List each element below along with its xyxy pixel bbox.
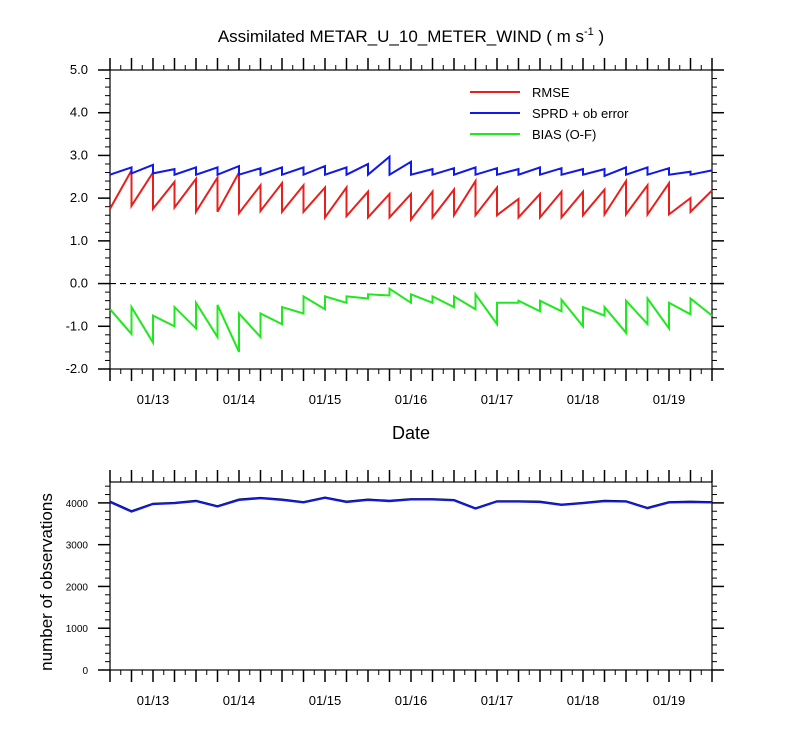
x-tick-label: 01/13	[137, 392, 170, 407]
x-tick-label: 01/16	[395, 392, 428, 407]
x-tick-label: 01/14	[223, 693, 256, 708]
y-tick-label: -2.0	[66, 361, 88, 376]
bottom-panel: 01/13 01/14 01/15 01/16 01/17 01/18 01/19 0 1000…	[37, 470, 724, 708]
series-line-bias-o-f	[109, 286, 713, 353]
y-tick-label: 3.0	[70, 147, 88, 162]
y-tick-label: 0.0	[70, 276, 88, 291]
y-tick-label: 2.0	[70, 190, 88, 205]
x-tick-label: 01/17	[481, 693, 514, 708]
x-tick-label: 01/19	[653, 693, 686, 708]
x-tick-label: 01/13	[137, 693, 170, 708]
y-tick-label: 2000	[66, 582, 89, 593]
y-tick-label: -1.0	[66, 318, 88, 333]
y-tick-label: 3000	[66, 541, 89, 552]
legend-label: SPRD + ob error	[532, 106, 629, 121]
y-axis-label: number of observations	[37, 493, 56, 671]
legend-label: BIAS (O-F)	[532, 127, 596, 142]
series-line-rmse	[109, 166, 713, 223]
y-tick-label: 1.0	[70, 233, 88, 248]
legend-label: RMSE	[532, 85, 570, 100]
top-panel: 01/13 01/14 01/15 01/16 01/17 01/18 01/19 -2.0 -…	[66, 26, 724, 443]
series-line-sprd-ob-error	[109, 154, 713, 178]
chart-title: Assimilated METAR_U_10_METER_WIND ( m s-…	[218, 26, 604, 46]
y-tick-label: 0	[82, 666, 88, 677]
x-tick-label: 01/18	[567, 693, 600, 708]
plot-frame	[109, 481, 713, 671]
x-tick-label: 01/18	[567, 392, 600, 407]
series-line-obs-1	[109, 496, 713, 513]
x-tick-label: 01/15	[309, 693, 342, 708]
x-tick-label: 01/14	[223, 392, 256, 407]
x-tick-label: 01/17	[481, 392, 514, 407]
y-tick-label: 4000	[66, 499, 89, 510]
y-tick-label: 1000	[66, 624, 89, 635]
x-tick-label: 01/19	[653, 392, 686, 407]
x-axis-label: Date	[392, 423, 430, 443]
y-tick-label: 4.0	[70, 105, 88, 120]
y-tick-label: 5.0	[70, 62, 88, 77]
x-tick-label: 01/16	[395, 693, 428, 708]
x-tick-label: 01/15	[309, 392, 342, 407]
